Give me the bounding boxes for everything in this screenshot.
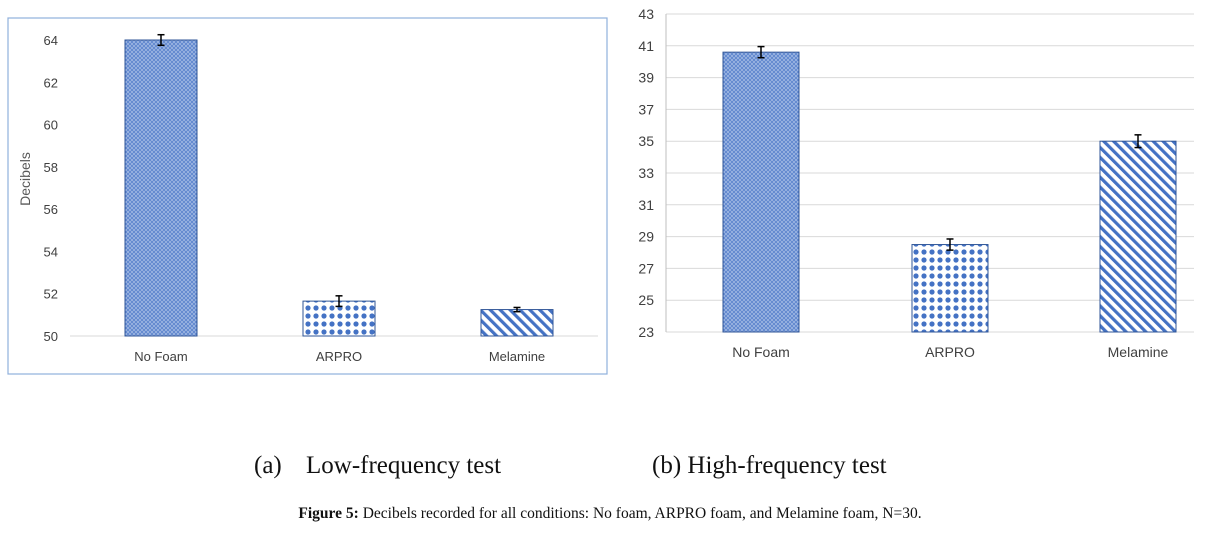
caption-prefix: Figure 5: (298, 505, 359, 522)
panel-a-y-tick-label: 54 (44, 244, 58, 259)
panel-a-y-tick-label: 50 (44, 329, 58, 344)
panel-a-frame (7, 17, 608, 375)
panel-a-y-tick-label: 64 (44, 33, 58, 48)
panel-b-high-frequency-chart: 23 25 27 29 31 33 35 37 39 41 43 No Foam ARPRO Melam… (638, 6, 1194, 360)
panel-b-y-tick-label: 43 (638, 6, 654, 22)
panel-b-x-tick-label: No Foam (732, 344, 790, 360)
panel-b-y-tick-label: 23 (638, 324, 654, 340)
panel-b-error-bars (757, 45, 1142, 251)
panel-a-bar-melamine (480, 309, 554, 337)
panel-b-y-tick-label: 27 (638, 260, 654, 276)
panel-b-y-tick-label: 31 (638, 197, 654, 213)
panel-a-bars (124, 39, 554, 337)
panel-a-error-bar-melamine (513, 306, 521, 313)
panel-a-y-tick-label: 56 (44, 202, 58, 217)
panel-b-error-bar-arpro (946, 238, 954, 251)
panel-a-error-bar-no-foam (157, 33, 165, 47)
panel-a-y-tick-label: 52 (44, 287, 58, 302)
panel-b-x-tick-label: Melamine (1108, 344, 1169, 360)
panel-a-x-tick-label: No Foam (134, 349, 187, 364)
panel-a-y-axis-label: Decibels (17, 152, 33, 206)
panel-b-y-tick-label: 33 (638, 165, 654, 181)
panel-b-y-tick-label: 41 (638, 38, 654, 54)
panel-a-low-frequency-chart: 50 52 54 56 58 60 62 64 Decibels No Foam ARPRO Me… (7, 17, 608, 375)
panel-b-x-tick-label: ARPRO (925, 344, 975, 360)
panel-a-y-tick-labels: 50 52 54 56 58 60 62 64 (44, 33, 58, 344)
subfigure-b-label: (b) High-frequency test (652, 452, 887, 479)
panel-b-y-tick-label: 25 (638, 292, 654, 308)
caption-text: Decibels recorded for all conditions: No… (362, 505, 922, 522)
panel-b-bar-arpro (911, 244, 989, 333)
panel-b-error-bar-melamine (1134, 134, 1142, 149)
panel-a-x-tick-label: ARPRO (316, 349, 362, 364)
panel-a-x-tick-label: Melamine (489, 349, 545, 364)
panel-b-y-tick-label: 35 (638, 133, 654, 149)
panel-a-x-tick-labels: No Foam ARPRO Melamine (134, 349, 545, 364)
panel-a-y-tick-label: 58 (44, 160, 58, 175)
panel-b-bar-no-foam (722, 51, 800, 333)
panel-b-y-tick-labels: 23 25 27 29 31 33 35 37 39 41 43 (638, 6, 654, 340)
panel-a-y-tick-label: 62 (44, 75, 58, 90)
panel-b-x-tick-labels: No Foam ARPRO Melamine (732, 344, 1168, 360)
figure-caption: Figure 5: Decibels recorded for all cond… (0, 505, 1220, 523)
panel-b-error-bar-no-foam (757, 45, 765, 59)
panel-a-error-bar-arpro (335, 295, 343, 308)
subfigure-a-tag: (a) (254, 452, 282, 479)
panel-b-y-tick-label: 39 (638, 70, 654, 86)
panel-b-y-tick-label: 29 (638, 229, 654, 245)
panel-b-bars (722, 51, 1177, 333)
panel-a-bar-no-foam (124, 39, 198, 337)
panel-b-y-tick-label: 37 (638, 101, 654, 117)
subfigure-a-label: Low-frequency test (306, 452, 502, 479)
panel-b-bar-melamine (1099, 140, 1177, 333)
panel-a-error-bars (157, 33, 521, 313)
panel-a-y-tick-label: 60 (44, 118, 58, 133)
